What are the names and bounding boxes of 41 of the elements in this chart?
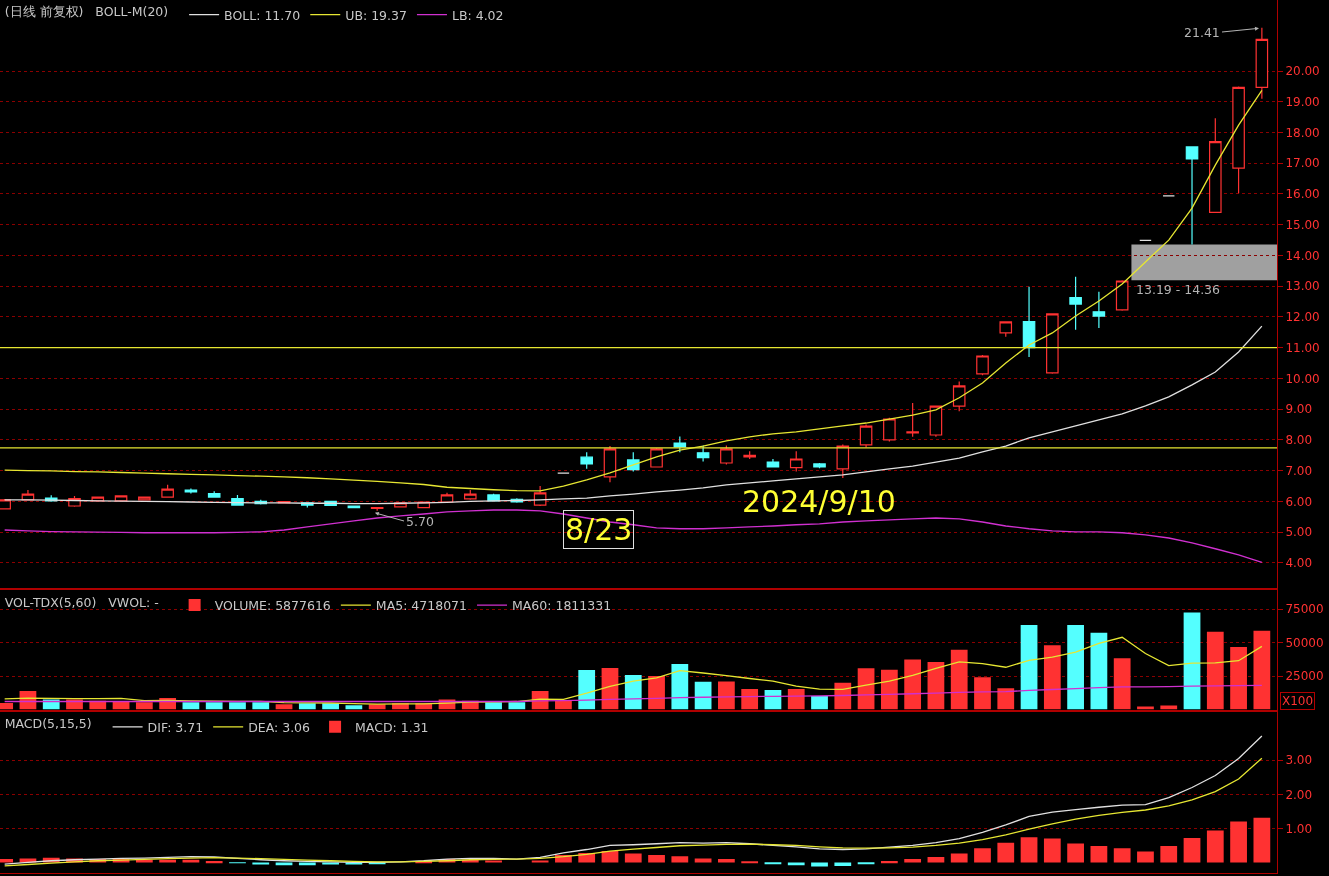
y-tick-label: 1.00 xyxy=(1285,821,1313,836)
y-axis-title: X100 xyxy=(1282,694,1314,708)
y-tick-label: 19.00 xyxy=(1285,94,1320,109)
y-tick-label: 14.00 xyxy=(1285,248,1320,263)
y-tick-label: 2.00 xyxy=(1285,787,1313,802)
y-tick-label: 75000 xyxy=(1285,602,1324,617)
y-tick-label: 6.00 xyxy=(1285,494,1313,509)
chart-title: (日线 前复权) BOLL-M(20) xyxy=(4,4,169,20)
legend-label: VOLUME: 5877616 xyxy=(214,597,331,613)
chart-title: MACD(5,15,5) xyxy=(4,716,100,732)
y-tick-label: 12.00 xyxy=(1285,310,1320,325)
chart-title: VOL-TDX(5,60) VWOL: - xyxy=(4,594,159,610)
annotation: 5.70 xyxy=(406,514,434,529)
y-tick-label: 8.00 xyxy=(1285,433,1313,448)
y-tick-label: 13.00 xyxy=(1285,279,1320,294)
y-tick-label: 3.00 xyxy=(1285,753,1313,768)
legend-label: MA60: 1811331 xyxy=(512,597,612,613)
y-tick-label: 17.00 xyxy=(1285,156,1320,171)
y-tick-label: 9.00 xyxy=(1285,402,1313,417)
legend-label: MA5: 4718071 xyxy=(375,597,468,613)
annotation: 21.41 xyxy=(1184,25,1220,40)
legend-label: DIF: 3.71 xyxy=(147,719,204,735)
y-tick-label: 7.00 xyxy=(1285,463,1313,478)
y-tick-label: 11.00 xyxy=(1285,340,1320,355)
y-tick-label: 10.00 xyxy=(1285,371,1320,386)
y-tick-label: 50000 xyxy=(1285,635,1324,650)
legend-label: LB: 4.02 xyxy=(451,7,504,23)
y-tick-label: 16.00 xyxy=(1285,187,1320,202)
annotation: 2024/9/10 xyxy=(742,484,896,519)
y-tick-label: 5.00 xyxy=(1285,525,1313,540)
y-tick-label: 15.00 xyxy=(1285,217,1320,232)
legend-label: MACD: 1.31 xyxy=(355,719,429,735)
y-tick-label: 25000 xyxy=(1285,669,1324,684)
annotation: 8/23 xyxy=(565,512,633,547)
legend-label: UB: 19.37 xyxy=(345,7,407,23)
legend-label: BOLL: 11.70 xyxy=(224,7,301,23)
band-label: 13.19 - 14.36 xyxy=(1136,282,1221,297)
y-tick-label: 20.00 xyxy=(1285,64,1320,79)
y-tick-label: 4.00 xyxy=(1285,556,1313,571)
y-tick-label: 18.00 xyxy=(1285,125,1320,140)
legend-label: DEA: 3.06 xyxy=(248,719,311,735)
